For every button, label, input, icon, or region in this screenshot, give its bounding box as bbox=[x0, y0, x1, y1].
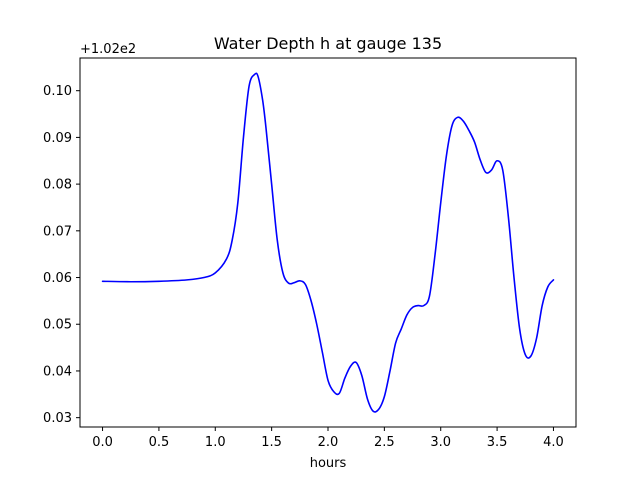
y-tick-label: 0.03 bbox=[43, 411, 72, 426]
x-tick-label: 0.5 bbox=[149, 435, 170, 450]
series-line-0 bbox=[101, 72, 555, 413]
series-layer bbox=[101, 72, 555, 413]
y-tick-label: 0.04 bbox=[43, 364, 72, 379]
y-tick-label: 0.08 bbox=[43, 178, 72, 193]
x-tick-label: 2.0 bbox=[318, 435, 339, 450]
y-tick-label: 0.06 bbox=[43, 271, 72, 286]
x-tick-label: 2.5 bbox=[374, 435, 395, 450]
tick-layer: 0.0 0.5 1.0 1.5 2.0 2.5 3.0 3.5 4.0 0.03 0.04 0.05 0… bbox=[43, 84, 564, 450]
chart-title: Water Depth h at gauge 135 bbox=[214, 34, 442, 53]
plot-frame bbox=[79, 57, 577, 428]
x-tick-label: 4.0 bbox=[543, 435, 564, 450]
x-axis-title: hours bbox=[310, 456, 347, 471]
x-tick-label: 1.0 bbox=[205, 435, 226, 450]
y-tick-label: 0.07 bbox=[43, 224, 72, 239]
plot-area bbox=[80, 58, 576, 427]
x-tick-label: 0.0 bbox=[92, 435, 113, 450]
y-axis-offset-label: +1.02e2 bbox=[80, 42, 136, 57]
x-tick-label: 3.5 bbox=[487, 435, 508, 450]
y-tick-label: 0.09 bbox=[43, 131, 72, 146]
x-tick-label: 1.5 bbox=[261, 435, 282, 450]
x-tick-label: 3.0 bbox=[430, 435, 451, 450]
y-tick-label: 0.10 bbox=[43, 84, 72, 99]
y-tick-label: 0.05 bbox=[43, 318, 72, 333]
